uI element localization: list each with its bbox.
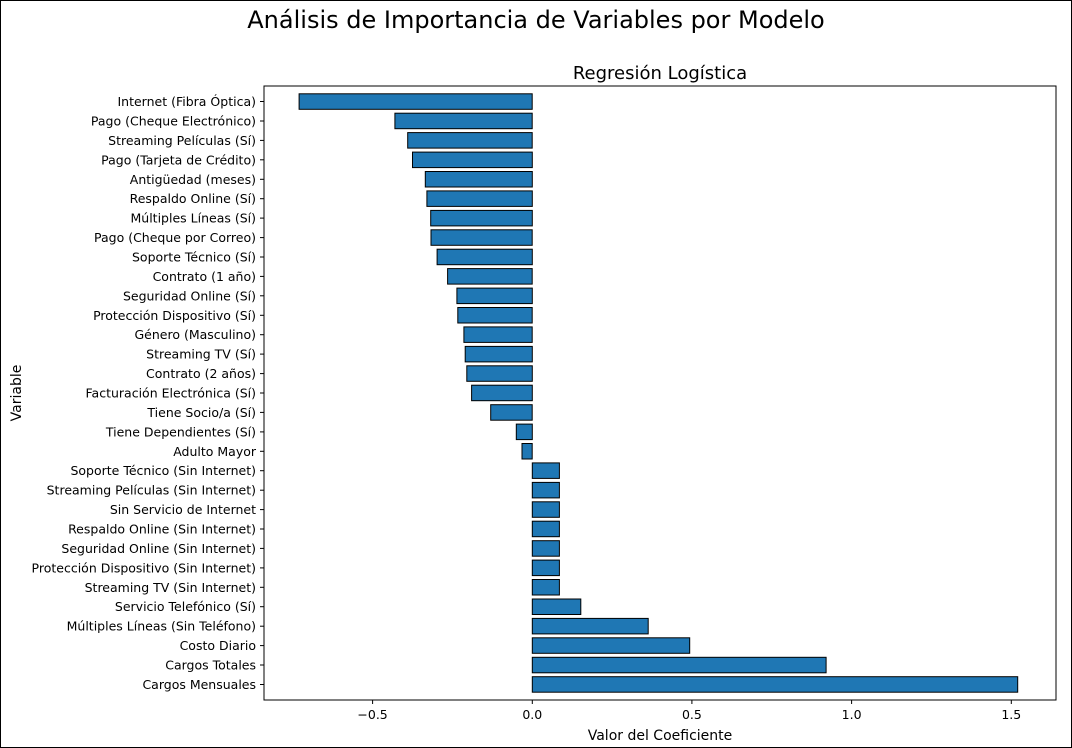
x-tick-label: 0.0: [522, 707, 542, 722]
bar: [531, 656, 827, 674]
y-tick-label: Seguridad Online (Sí): [123, 288, 256, 303]
bar: [464, 345, 533, 363]
bar: [457, 307, 533, 324]
bar: [531, 501, 560, 518]
y-tick-label: Cargos Mensuales: [142, 677, 256, 692]
y-tick-label: Seguridad Online (Sin Internet): [61, 541, 256, 556]
figure-title: Análisis de Importancia de Variables por…: [247, 6, 825, 34]
y-tick-label: Tiene Dependientes (Sí): [105, 424, 256, 439]
bar: [430, 209, 533, 227]
bar: [531, 617, 649, 635]
y-tick-label: Servicio Telefónico (Sí): [115, 599, 256, 614]
chart-title: Regresión Logística: [573, 63, 747, 84]
bar: [531, 579, 560, 596]
y-tick-label: Adulto Mayor: [173, 444, 257, 459]
y-tick-label: Respaldo Online (Sin Internet): [68, 522, 256, 537]
y-tick-label: Múltiples Líneas (Sin Teléfono): [67, 619, 256, 634]
y-tick-label: Facturación Electrónica (Sí): [86, 386, 257, 401]
y-tick-label: Contrato (1 año): [153, 269, 256, 284]
bar: [490, 404, 533, 421]
bar: [521, 443, 533, 460]
y-tick-label: Pago (Cheque Electrónico): [91, 114, 256, 129]
y-tick-label: Streaming Películas (Sin Internet): [47, 483, 256, 498]
bar: [531, 462, 560, 479]
bar: [531, 598, 582, 615]
y-tick-label: Streaming Películas (Sí): [108, 133, 256, 148]
bar: [412, 151, 533, 169]
y-tick-label: Género (Masculino): [135, 327, 257, 342]
bar: [436, 248, 533, 266]
y-tick-label: Soporte Técnico (Sí): [132, 250, 256, 265]
y-tick-label: Contrato (2 años): [146, 366, 256, 381]
y-tick-label: Streaming TV (Sin Internet): [85, 580, 256, 595]
y-tick-label: Cargos Totales: [165, 658, 256, 673]
y-tick-label: Protección Dispositivo (Sí): [93, 308, 256, 323]
y-tick-label: Internet (Fibra Óptica): [117, 94, 256, 109]
y-tick-label: Streaming TV (Sí): [146, 347, 256, 362]
bar: [531, 520, 560, 538]
y-tick-label: Respaldo Online (Sí): [130, 191, 256, 206]
bar: [298, 93, 533, 110]
bar: [424, 171, 533, 188]
bar: [394, 112, 533, 130]
y-tick-label: Protección Dispositivo (Sin Internet): [32, 560, 256, 575]
bar: [430, 229, 533, 246]
y-tick-label: Antigüedad (meses): [130, 172, 256, 187]
bar: [456, 287, 533, 305]
x-tick-label: 1.5: [1001, 707, 1021, 722]
bar: [531, 559, 560, 577]
y-tick-label: Pago (Cheque por Correo): [94, 230, 256, 245]
x-tick-label: −0.5: [357, 707, 387, 722]
y-tick-label: Tiene Socio/a (Sí): [146, 405, 256, 420]
x-axis-label: Valor del Coeficiente: [588, 728, 733, 744]
bar: [531, 676, 1019, 693]
bar: [531, 481, 560, 499]
bar: [531, 540, 560, 557]
bar: [407, 132, 533, 149]
y-tick-label: Pago (Tarjeta de Crédito): [101, 152, 256, 167]
x-tick-label: 1.0: [842, 707, 862, 722]
y-tick-label: Soporte Técnico (Sin Internet): [70, 463, 256, 478]
bar: [447, 268, 533, 285]
bar: [463, 326, 533, 343]
y-tick-label: Sin Servicio de Internet: [110, 502, 256, 517]
bar: [471, 384, 533, 402]
x-tick-label: 0.5: [682, 707, 702, 722]
bar: [531, 637, 691, 654]
bar: [515, 423, 533, 441]
y-axis-label: Variable: [9, 365, 25, 422]
bar: [426, 190, 533, 207]
plot-area: [263, 85, 1057, 701]
bar: [466, 365, 533, 382]
y-tick-label: Costo Diario: [180, 638, 256, 653]
y-tick-label: Múltiples Líneas (Sí): [131, 211, 257, 226]
